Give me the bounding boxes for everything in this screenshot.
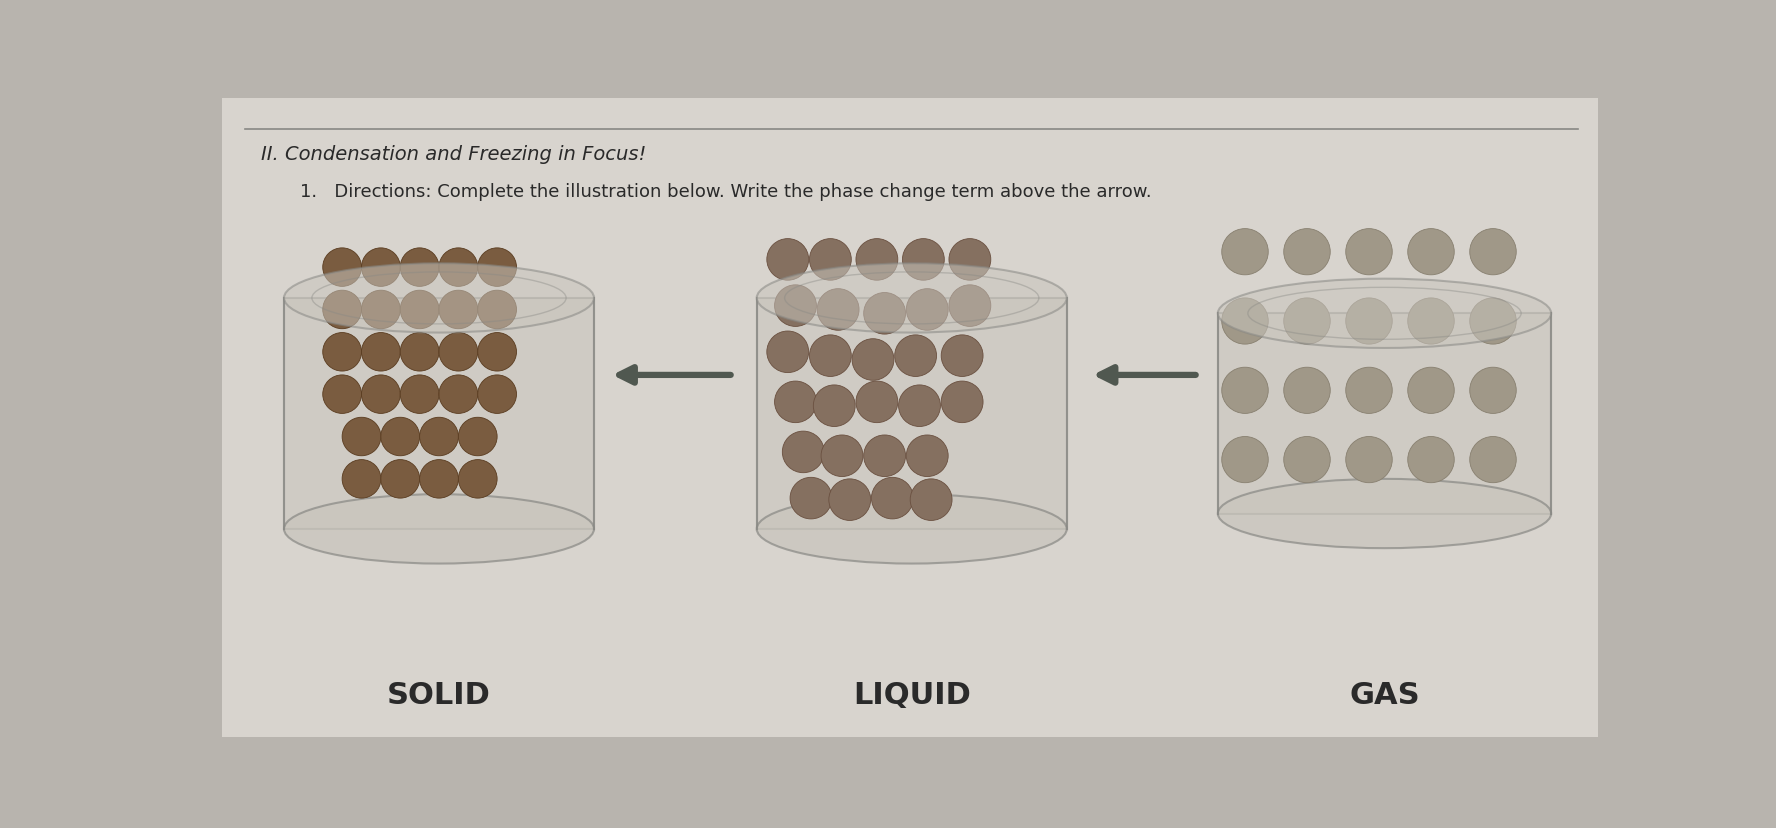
Circle shape — [1471, 368, 1517, 414]
Circle shape — [362, 248, 400, 287]
Circle shape — [323, 333, 362, 372]
Ellipse shape — [1218, 479, 1550, 548]
Circle shape — [419, 460, 458, 498]
Circle shape — [400, 248, 439, 287]
Circle shape — [941, 335, 984, 377]
Circle shape — [1222, 299, 1268, 344]
Text: LIQUID: LIQUID — [852, 680, 971, 709]
Circle shape — [419, 418, 458, 456]
Circle shape — [362, 333, 400, 372]
Circle shape — [1346, 299, 1392, 344]
Circle shape — [478, 291, 517, 330]
Text: SOLID: SOLID — [387, 680, 490, 709]
Circle shape — [774, 382, 817, 423]
Circle shape — [829, 479, 870, 521]
Circle shape — [1222, 437, 1268, 483]
Circle shape — [790, 478, 831, 519]
Circle shape — [439, 333, 478, 372]
Bar — [284, 299, 593, 529]
Circle shape — [400, 291, 439, 330]
Text: II. Condensation and Freezing in Focus!: II. Condensation and Freezing in Focus! — [261, 145, 646, 164]
Ellipse shape — [757, 264, 1067, 333]
Circle shape — [400, 333, 439, 372]
Circle shape — [856, 382, 899, 423]
Ellipse shape — [757, 494, 1067, 564]
Circle shape — [906, 436, 948, 477]
Circle shape — [906, 289, 948, 331]
Circle shape — [899, 386, 941, 427]
Circle shape — [439, 248, 478, 287]
Circle shape — [1222, 368, 1268, 414]
Circle shape — [380, 418, 419, 456]
Circle shape — [1346, 368, 1392, 414]
Circle shape — [863, 293, 906, 335]
Circle shape — [362, 291, 400, 330]
Circle shape — [872, 478, 913, 519]
Circle shape — [895, 335, 936, 377]
Bar — [757, 299, 1067, 529]
Circle shape — [343, 418, 380, 456]
Circle shape — [323, 375, 362, 414]
Circle shape — [478, 248, 517, 287]
Bar — [1218, 314, 1550, 514]
Circle shape — [458, 460, 497, 498]
Circle shape — [1346, 229, 1392, 276]
Circle shape — [362, 375, 400, 414]
Circle shape — [1408, 368, 1455, 414]
Circle shape — [817, 289, 860, 331]
Circle shape — [478, 375, 517, 414]
Circle shape — [1284, 299, 1330, 344]
Circle shape — [1408, 437, 1455, 483]
Circle shape — [1222, 229, 1268, 276]
Circle shape — [852, 339, 893, 381]
Circle shape — [439, 375, 478, 414]
Ellipse shape — [284, 494, 593, 564]
Circle shape — [1408, 229, 1455, 276]
Circle shape — [1471, 299, 1517, 344]
Circle shape — [821, 436, 863, 477]
Circle shape — [948, 286, 991, 327]
Circle shape — [1284, 368, 1330, 414]
Text: 1.   Directions: Complete the illustration below. Write the phase change term ab: 1. Directions: Complete the illustration… — [300, 183, 1151, 201]
Circle shape — [767, 332, 808, 373]
Circle shape — [458, 418, 497, 456]
Circle shape — [813, 386, 856, 427]
Circle shape — [1284, 437, 1330, 483]
Circle shape — [909, 479, 952, 521]
Circle shape — [781, 431, 824, 473]
Ellipse shape — [284, 264, 593, 333]
Circle shape — [863, 436, 906, 477]
Circle shape — [810, 335, 851, 377]
Circle shape — [323, 291, 362, 330]
Circle shape — [478, 333, 517, 372]
Circle shape — [767, 239, 808, 281]
Circle shape — [1408, 299, 1455, 344]
Circle shape — [400, 375, 439, 414]
Circle shape — [774, 286, 817, 327]
Circle shape — [856, 239, 899, 281]
Circle shape — [380, 460, 419, 498]
Circle shape — [1346, 437, 1392, 483]
Ellipse shape — [1218, 279, 1550, 349]
Circle shape — [439, 291, 478, 330]
Circle shape — [343, 460, 380, 498]
Circle shape — [810, 239, 851, 281]
Circle shape — [323, 248, 362, 287]
Circle shape — [902, 239, 945, 281]
Circle shape — [1471, 437, 1517, 483]
Circle shape — [1284, 229, 1330, 276]
Circle shape — [948, 239, 991, 281]
Text: GAS: GAS — [1350, 680, 1419, 709]
Circle shape — [1471, 229, 1517, 276]
Circle shape — [941, 382, 984, 423]
